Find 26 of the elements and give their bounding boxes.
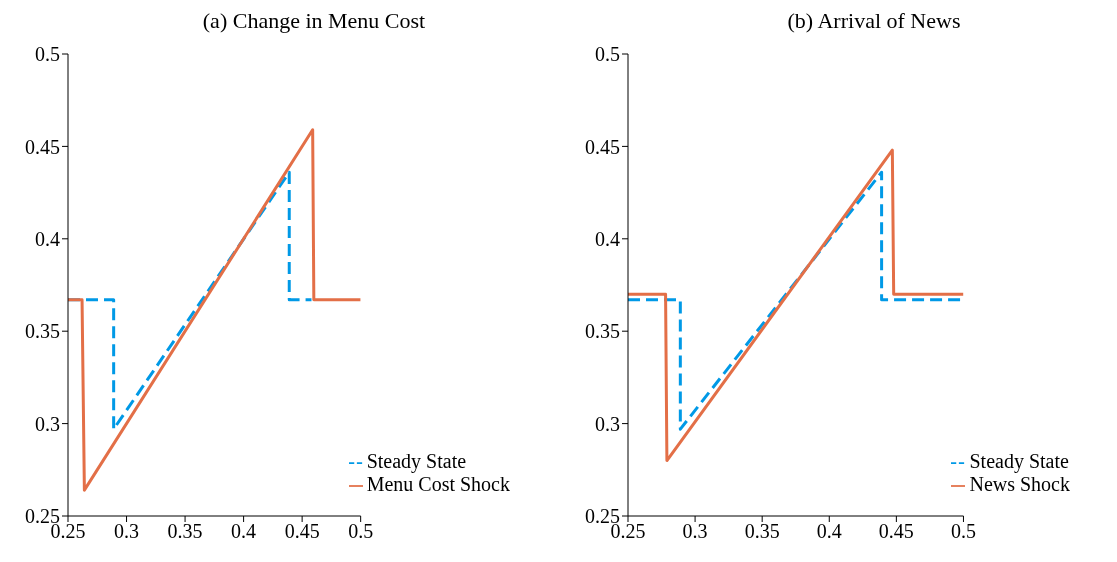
- legend-label: Steady State: [366, 450, 467, 472]
- legend-label: News Shock: [969, 473, 1070, 495]
- legend-label: Steady State: [969, 450, 1069, 472]
- x-tick-label: 0.4: [231, 520, 257, 543]
- x-tick-label: 0.35: [167, 520, 203, 543]
- y-tick-label: 0.45: [25, 135, 60, 158]
- x-tick-label: 0.45: [284, 520, 320, 543]
- x-tick-label: 0.5: [950, 520, 976, 543]
- y-tick-label: 0.45: [585, 135, 620, 158]
- y-tick-label: 0.3: [35, 412, 60, 435]
- x-tick-label: 0.3: [114, 520, 140, 543]
- x-tick-label: 0.35: [744, 520, 780, 543]
- y-tick-label: 0.4: [595, 227, 620, 250]
- chart-title: (b) Arrival of News: [786, 8, 962, 35]
- legend-label: Menu Cost Shock: [366, 473, 510, 495]
- x-tick-label: 0.45: [878, 520, 914, 543]
- y-tick-label: 0.3: [595, 412, 620, 435]
- x-tick-label: 0.4: [816, 520, 842, 543]
- x-tick-label: 0.5: [348, 520, 374, 543]
- y-tick-label: 0.5: [595, 43, 620, 66]
- y-tick-label: 0.5: [35, 43, 60, 66]
- x-tick-label: 0.3: [682, 520, 708, 543]
- y-tick-label: 0.35: [585, 320, 620, 343]
- chart-title: (a) Change in Menu Cost: [201, 8, 427, 35]
- y-tick-label: 0.35: [25, 320, 60, 343]
- y-tick-label: 0.4: [35, 227, 60, 250]
